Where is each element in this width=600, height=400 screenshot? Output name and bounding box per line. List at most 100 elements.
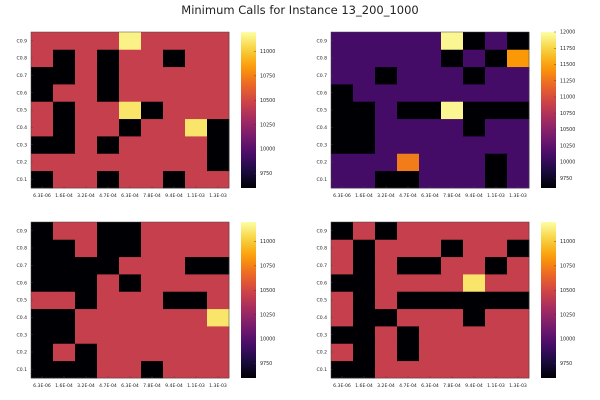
heatmap-cell [375,101,398,120]
heatmap-cell [441,101,464,120]
heatmap-cell [163,291,186,310]
x-tick-label: 1.1E-03 [187,383,205,389]
heatmap-cell [441,84,464,102]
colorbar-tick-label: 10500 [560,288,575,294]
heatmap-cell [53,170,76,189]
heatmap-cell [485,239,508,258]
heatmap-cell [119,222,142,240]
y-tick-label: C0.3 [316,142,327,148]
x-tick-label: 1.1E-03 [487,193,505,199]
y-tick-label: C0.2 [16,160,27,166]
heatmap-cell [31,66,54,85]
heatmap-cell [31,291,54,310]
heatmap-cell [463,291,486,310]
heatmap-cell [207,170,230,189]
heatmap-cell [97,239,120,258]
heatmap-cell [75,66,98,85]
heatmap-cell [353,170,376,189]
heatmap-cell [185,84,208,102]
colorbar-tick-label: 10750 [260,264,275,270]
heatmap-cell [53,239,76,258]
y-tick-label: C0.5 [16,108,27,114]
heatmap-cell [419,326,442,344]
heatmap-cell [119,308,142,327]
x-tick-label: 9.4E-04 [165,383,183,389]
heatmap-cell [185,153,208,172]
x-tick-label: 3.2E-04 [377,383,395,389]
heatmap-cell [53,136,76,154]
heatmap-cell [419,239,442,258]
x-tick-label: 1.3E-03 [509,383,527,389]
heatmap-cell [397,32,420,50]
x-tick-label: 3.2E-04 [377,193,395,199]
y-tick-label: C0.4 [316,125,327,131]
heatmap-cell [463,153,486,172]
heatmap-cell [507,308,530,327]
y-tick-label: C0.3 [16,332,27,338]
heatmap-cell [119,343,142,362]
heatmap-cell [31,170,54,189]
heatmap-cell [397,222,420,240]
y-tick-label: C0.1 [16,177,27,183]
x-tick-label: 3.2E-04 [77,193,95,199]
heatmap-cell [441,326,464,344]
x-tick-label: 7.8E-04 [143,383,161,389]
heatmap-cell [463,170,486,189]
heatmap-cell [97,222,120,240]
heatmap-cell [441,170,464,189]
heatmap-cell [353,256,376,275]
heatmap-cell [207,239,230,258]
heatmap-cell [163,360,186,379]
heatmap-cell [97,66,120,85]
heatmap-cell [353,308,376,327]
heatmap-cell [163,326,186,344]
heatmap-cell [185,291,208,310]
heatmap-cell [31,256,54,275]
heatmap-cell [75,32,98,50]
heatmap-cell [463,256,486,275]
heatmap-cell [31,274,54,292]
heatmap-cell [463,239,486,258]
x-tick-label: 4.7E-04 [399,383,417,389]
heatmap-cell [163,274,186,292]
heatmap-cell [463,49,486,68]
heatmap-cell [397,291,420,310]
heatmap-cell [375,222,398,240]
heatmap-cell [53,343,76,362]
heatmap-cell [141,239,164,258]
heatmap-cell [163,256,186,275]
heatmap-cell [53,291,76,310]
heatmap-cell [53,84,76,102]
heatmap-cell [397,153,420,172]
heatmap-cell [141,84,164,102]
y-tick-label: C0.6 [16,90,27,96]
colorbar-tick-label: 9750 [260,361,272,367]
heatmap-cell [397,274,420,292]
y-tick-label: C0.9 [316,228,327,234]
heatmap-cell [397,84,420,102]
heatmap-cell [331,360,354,379]
heatmap-cell [419,308,442,327]
colorbar-tick-label: 10750 [560,111,575,117]
heatmap-cell [97,118,120,137]
heatmap-cell [463,84,486,102]
colorbar-tick-label: 11500 [560,62,575,68]
heatmap-cell [163,101,186,120]
heatmap-cell [31,343,54,362]
heatmap-cell [185,360,208,379]
colorbar-tick-label: 9750 [560,176,572,182]
heatmap-cell [397,136,420,154]
heatmap-cell [207,343,230,362]
heatmap-cell [207,222,230,240]
heatmap-cell [97,84,120,102]
y-tick-label: C0.2 [316,350,327,356]
y-tick-label: C0.4 [16,125,27,131]
heatmap-cell [485,153,508,172]
heatmap-cell [375,170,398,189]
heatmap-cell [163,222,186,240]
x-tick-label: 1.6E-04 [355,193,373,199]
colorbar [541,32,556,188]
heatmap-cell [353,239,376,258]
heatmap-cell [97,32,120,50]
